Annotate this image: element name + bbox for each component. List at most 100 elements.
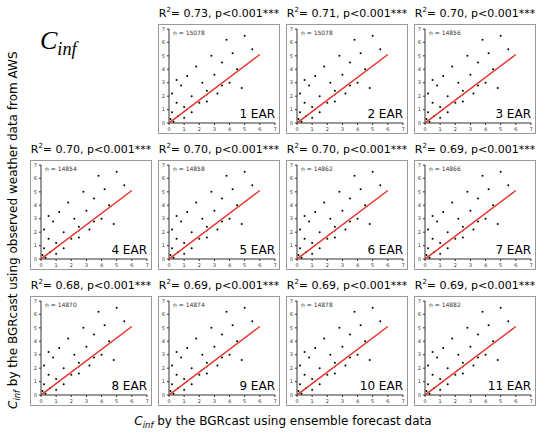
- svg-text:0: 0: [418, 392, 421, 398]
- svg-text:0: 0: [295, 398, 298, 404]
- svg-text:0: 0: [34, 256, 37, 262]
- svg-text:0: 0: [423, 398, 426, 404]
- svg-text:4: 4: [484, 398, 487, 404]
- svg-text:6: 6: [386, 262, 389, 268]
- svg-text:3: 3: [85, 262, 88, 268]
- svg-text:1: 1: [183, 398, 186, 404]
- svg-text:2: 2: [162, 365, 165, 371]
- svg-text:1: 1: [183, 262, 186, 268]
- svg-text:2: 2: [326, 398, 329, 404]
- svg-text:3: 3: [34, 351, 37, 357]
- svg-text:7: 7: [162, 162, 165, 168]
- svg-text:6: 6: [290, 175, 293, 181]
- svg-text:0: 0: [290, 120, 293, 126]
- svg-text:7: 7: [34, 162, 37, 168]
- svg-text:6: 6: [418, 175, 421, 181]
- svg-text:4: 4: [34, 202, 37, 208]
- svg-text:3: 3: [290, 215, 293, 221]
- svg-text:2: 2: [70, 262, 73, 268]
- svg-text:3: 3: [341, 126, 344, 132]
- svg-text:2: 2: [162, 93, 165, 99]
- svg-text:6: 6: [34, 311, 37, 317]
- svg-text:7: 7: [418, 26, 421, 32]
- svg-text:1: 1: [418, 242, 421, 248]
- svg-text:0: 0: [39, 262, 42, 268]
- svg-text:5: 5: [499, 126, 502, 132]
- svg-text:0: 0: [162, 120, 165, 126]
- svg-text:2: 2: [326, 126, 329, 132]
- svg-text:6: 6: [34, 175, 37, 181]
- svg-text:1: 1: [34, 242, 37, 248]
- svg-text:5: 5: [290, 53, 293, 59]
- svg-text:4: 4: [290, 66, 293, 72]
- svg-text:1: 1: [34, 378, 37, 384]
- svg-text:1: 1: [162, 242, 165, 248]
- svg-text:5: 5: [243, 262, 246, 268]
- svg-text:4: 4: [418, 338, 421, 344]
- svg-text:2: 2: [198, 126, 201, 132]
- svg-text:2: 2: [454, 126, 457, 132]
- svg-text:1: 1: [418, 378, 421, 384]
- svg-text:4: 4: [162, 66, 165, 72]
- svg-text:4: 4: [290, 338, 293, 344]
- svg-text:1: 1: [162, 106, 165, 112]
- svg-text:6: 6: [386, 126, 389, 132]
- svg-text:2: 2: [290, 365, 293, 371]
- svg-text:1: 1: [418, 106, 421, 112]
- svg-text:0: 0: [167, 398, 170, 404]
- svg-text:7: 7: [529, 398, 532, 404]
- svg-text:5: 5: [418, 53, 421, 59]
- svg-text:4: 4: [228, 398, 231, 404]
- svg-text:6: 6: [418, 311, 421, 317]
- svg-text:0: 0: [295, 262, 298, 268]
- svg-text:1: 1: [439, 262, 442, 268]
- svg-text:2: 2: [290, 229, 293, 235]
- svg-text:3: 3: [213, 126, 216, 132]
- svg-text:2: 2: [326, 262, 329, 268]
- svg-text:7: 7: [145, 398, 148, 404]
- svg-text:3: 3: [418, 215, 421, 221]
- svg-text:2: 2: [290, 93, 293, 99]
- svg-text:4: 4: [356, 126, 359, 132]
- svg-text:4: 4: [484, 126, 487, 132]
- svg-text:6: 6: [418, 39, 421, 45]
- svg-text:2: 2: [34, 365, 37, 371]
- svg-text:0: 0: [423, 126, 426, 132]
- svg-text:3: 3: [290, 79, 293, 85]
- svg-text:2: 2: [198, 262, 201, 268]
- svg-text:5: 5: [162, 53, 165, 59]
- svg-text:3: 3: [162, 215, 165, 221]
- svg-text:2: 2: [454, 398, 457, 404]
- svg-text:6: 6: [162, 311, 165, 317]
- svg-text:6: 6: [290, 311, 293, 317]
- svg-text:3: 3: [469, 126, 472, 132]
- svg-text:7: 7: [145, 262, 148, 268]
- svg-text:4: 4: [100, 398, 103, 404]
- svg-text:4: 4: [484, 262, 487, 268]
- svg-text:1: 1: [439, 398, 442, 404]
- svg-text:1: 1: [311, 126, 314, 132]
- svg-text:7: 7: [34, 298, 37, 304]
- svg-text:2: 2: [418, 93, 421, 99]
- svg-text:1: 1: [183, 126, 186, 132]
- svg-text:3: 3: [341, 398, 344, 404]
- svg-text:4: 4: [418, 202, 421, 208]
- svg-text:1: 1: [290, 106, 293, 112]
- svg-text:0: 0: [162, 392, 165, 398]
- svg-text:7: 7: [290, 162, 293, 168]
- svg-text:4: 4: [34, 338, 37, 344]
- svg-text:2: 2: [162, 229, 165, 235]
- svg-text:0: 0: [39, 398, 42, 404]
- svg-text:1: 1: [439, 126, 442, 132]
- svg-text:5: 5: [162, 325, 165, 331]
- svg-text:5: 5: [243, 126, 246, 132]
- svg-text:5: 5: [115, 262, 118, 268]
- svg-text:6: 6: [258, 398, 261, 404]
- svg-text:5: 5: [371, 126, 374, 132]
- svg-text:7: 7: [162, 26, 165, 32]
- svg-text:7: 7: [418, 162, 421, 168]
- svg-text:5: 5: [34, 325, 37, 331]
- svg-text:4: 4: [290, 202, 293, 208]
- svg-text:7: 7: [401, 126, 404, 132]
- svg-text:7: 7: [290, 26, 293, 32]
